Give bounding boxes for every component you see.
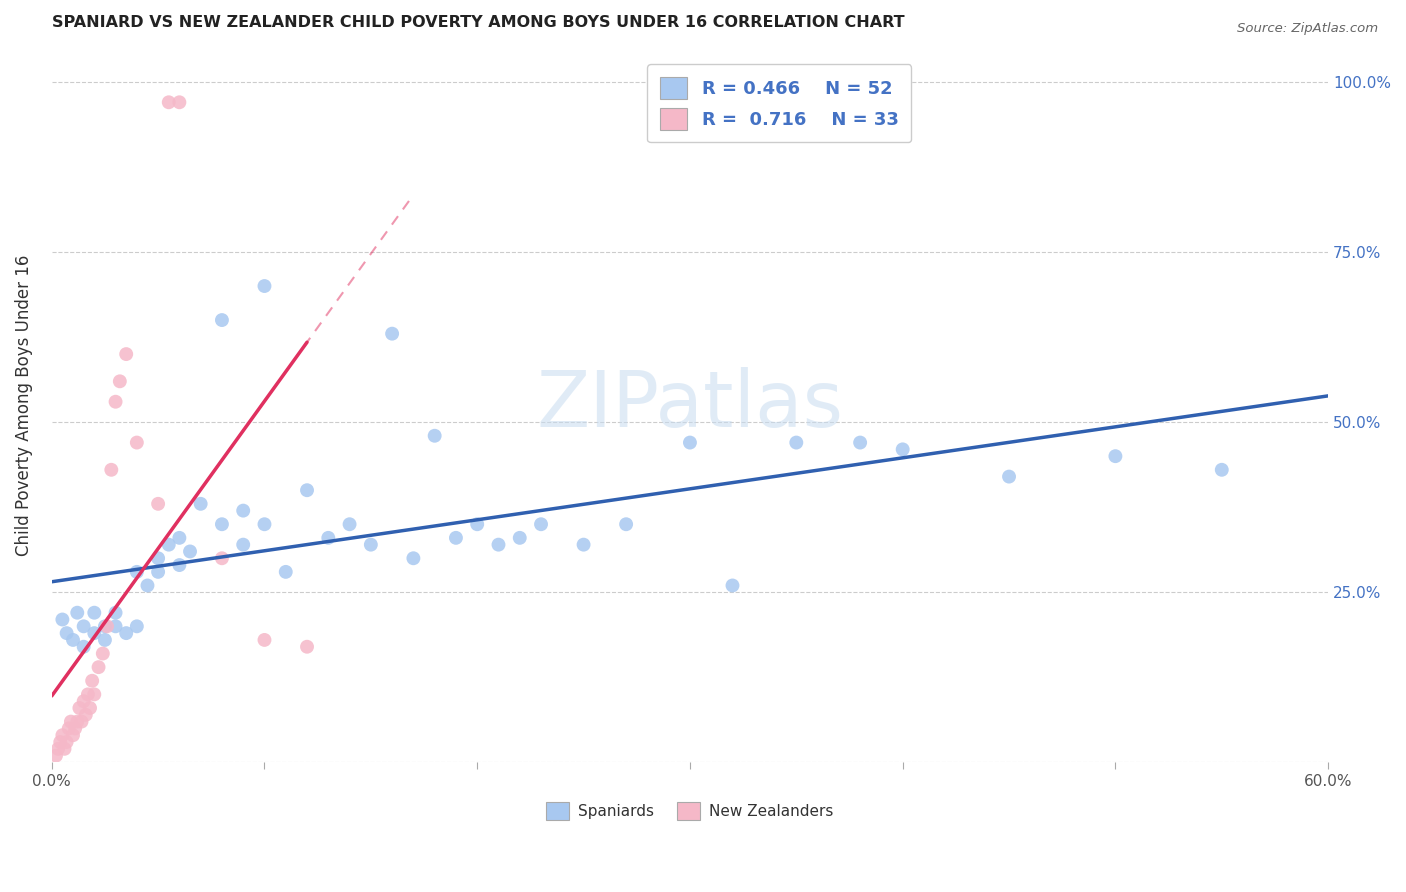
Point	[572, 538, 595, 552]
Point	[46, 741, 69, 756]
Point	[998, 469, 1021, 483]
Y-axis label: Child Poverty Among Boys Under 16: Child Poverty Among Boys Under 16	[15, 254, 32, 556]
Point	[211, 517, 233, 532]
Point	[108, 374, 131, 388]
Point	[423, 429, 446, 443]
Point	[45, 748, 67, 763]
Point	[115, 626, 138, 640]
Point	[146, 497, 169, 511]
Point	[75, 707, 97, 722]
Point	[444, 531, 467, 545]
Point	[169, 95, 191, 110]
Point	[94, 619, 117, 633]
Point	[253, 517, 276, 532]
Point	[891, 442, 914, 457]
Point	[157, 538, 180, 552]
Point	[79, 701, 101, 715]
Point	[55, 626, 77, 640]
Point	[51, 613, 73, 627]
Point	[83, 626, 105, 640]
Point	[136, 578, 159, 592]
Point	[679, 435, 702, 450]
Point	[91, 647, 114, 661]
Point	[96, 619, 118, 633]
Point	[67, 701, 90, 715]
Point	[253, 279, 276, 293]
Point	[66, 714, 89, 729]
Text: SPANIARD VS NEW ZEALANDER CHILD POVERTY AMONG BOYS UNDER 16 CORRELATION CHART: SPANIARD VS NEW ZEALANDER CHILD POVERTY …	[52, 15, 904, 30]
Point	[94, 632, 117, 647]
Point	[614, 517, 637, 532]
Point	[82, 673, 104, 688]
Point	[51, 728, 73, 742]
Point	[100, 463, 122, 477]
Point	[115, 347, 138, 361]
Point	[55, 735, 77, 749]
Point	[87, 660, 110, 674]
Point	[53, 741, 76, 756]
Point	[179, 544, 201, 558]
Point	[104, 394, 127, 409]
Point	[59, 714, 82, 729]
Point	[465, 517, 488, 532]
Point	[77, 687, 100, 701]
Point	[169, 531, 191, 545]
Point	[62, 728, 84, 742]
Point	[169, 558, 191, 572]
Legend: Spaniards, New Zealanders: Spaniards, New Zealanders	[540, 796, 839, 826]
Point	[125, 619, 148, 633]
Point	[125, 435, 148, 450]
Point	[211, 313, 233, 327]
Point	[83, 687, 105, 701]
Point	[295, 640, 318, 654]
Point	[402, 551, 425, 566]
Point	[232, 538, 254, 552]
Point	[295, 483, 318, 498]
Point	[104, 619, 127, 633]
Point	[125, 565, 148, 579]
Point	[211, 551, 233, 566]
Point	[66, 606, 89, 620]
Point	[849, 435, 872, 450]
Text: Source: ZipAtlas.com: Source: ZipAtlas.com	[1237, 22, 1378, 36]
Point	[530, 517, 553, 532]
Point	[339, 517, 361, 532]
Point	[70, 714, 93, 729]
Point	[253, 632, 276, 647]
Point	[488, 538, 510, 552]
Point	[1211, 463, 1233, 477]
Point	[104, 606, 127, 620]
Point	[274, 565, 297, 579]
Point	[73, 619, 96, 633]
Point	[73, 640, 96, 654]
Point	[316, 531, 339, 545]
Point	[381, 326, 404, 341]
Point	[785, 435, 807, 450]
Point	[58, 722, 80, 736]
Point	[190, 497, 212, 511]
Point	[509, 531, 531, 545]
Point	[146, 565, 169, 579]
Point	[63, 722, 86, 736]
Point	[49, 735, 72, 749]
Point	[360, 538, 382, 552]
Point	[721, 578, 744, 592]
Point	[73, 694, 96, 708]
Point	[146, 551, 169, 566]
Point	[232, 503, 254, 517]
Point	[83, 606, 105, 620]
Point	[157, 95, 180, 110]
Point	[1104, 449, 1126, 463]
Point	[62, 632, 84, 647]
Text: ZIPatlas: ZIPatlas	[537, 368, 844, 443]
